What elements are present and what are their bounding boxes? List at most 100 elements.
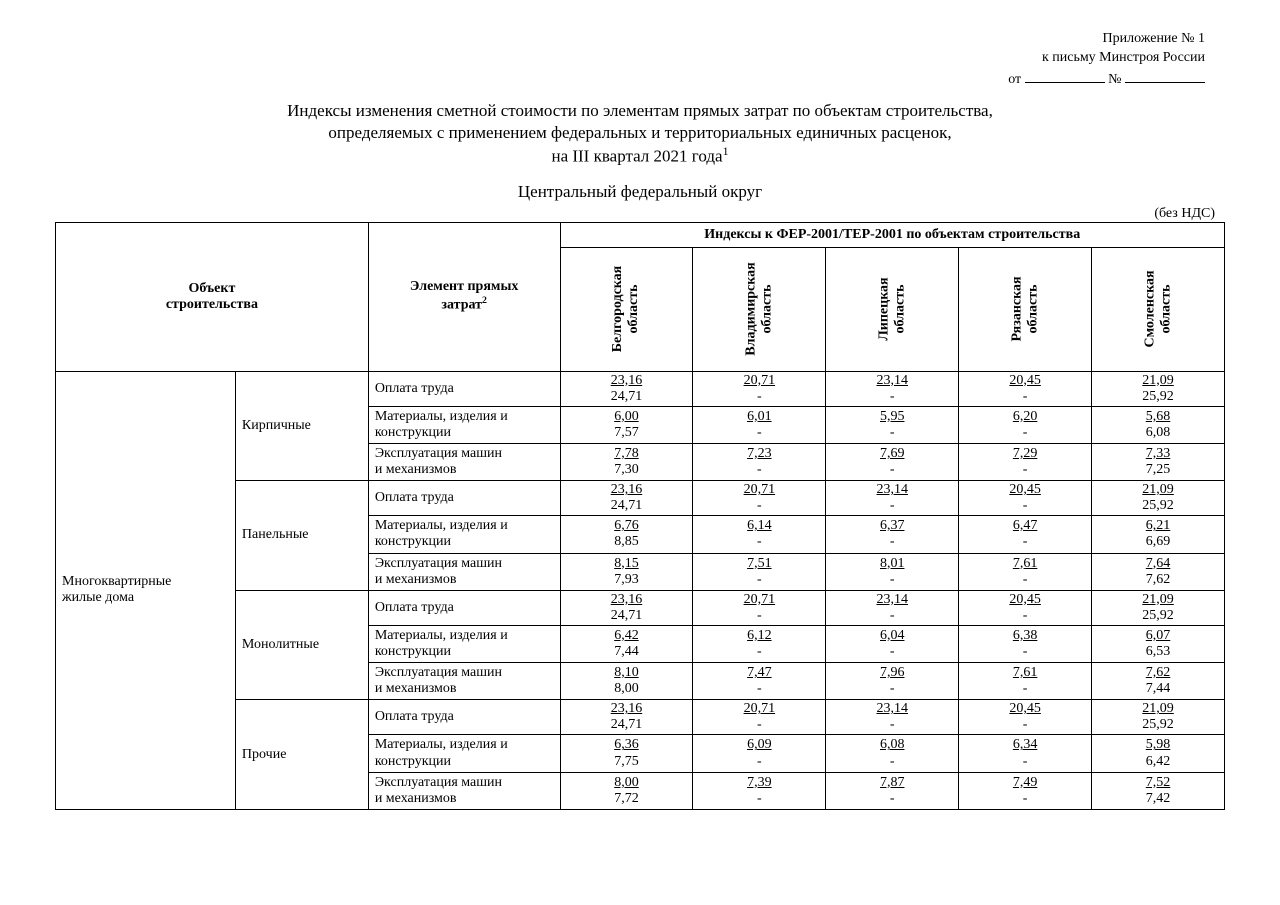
value-top: 7,61: [961, 556, 1089, 572]
value-bottom: -: [828, 608, 956, 624]
value-cell: 8,01-: [826, 553, 959, 590]
value-bottom: 24,71: [563, 389, 691, 405]
value-cell: 6,427,44: [560, 625, 693, 662]
value-bottom: -: [828, 425, 956, 441]
value-top: 8,10: [563, 665, 691, 681]
value-top: 8,00: [563, 775, 691, 791]
value-bottom: -: [828, 572, 956, 588]
col-header-region-1: Владимирскаяобласть: [693, 247, 826, 371]
value-top: 7,33: [1094, 446, 1222, 462]
value-bottom: -: [961, 572, 1089, 588]
value-bottom: -: [961, 462, 1089, 478]
value-top: 6,00: [563, 409, 691, 425]
value-bottom: -: [961, 644, 1089, 660]
value-bottom: 7,42: [1094, 791, 1222, 807]
value-bottom: 24,71: [563, 608, 691, 624]
value-top: 23,14: [828, 592, 956, 608]
value-bottom: 25,92: [1094, 389, 1222, 405]
value-cell: 21,0925,92: [1092, 700, 1225, 735]
value-cell: 20,45-: [959, 590, 1092, 625]
col-header-region-2: Липецкаяобласть: [826, 247, 959, 371]
value-top: 20,45: [961, 482, 1089, 498]
value-cell: 7,47-: [693, 663, 826, 700]
value-top: 7,87: [828, 775, 956, 791]
value-top: 21,09: [1094, 701, 1222, 717]
value-bottom: 6,53: [1094, 644, 1222, 660]
value-bottom: 7,44: [1094, 681, 1222, 697]
value-top: 7,96: [828, 665, 956, 681]
value-bottom: -: [961, 717, 1089, 733]
value-top: 7,51: [695, 556, 823, 572]
value-cell: 23,1624,71: [560, 371, 693, 406]
from-label: от: [1008, 72, 1021, 87]
col-header-region-3: Рязанскаяобласть: [959, 247, 1092, 371]
subgroup-cell: Монолитные: [235, 590, 368, 700]
value-cell: 21,0925,92: [1092, 481, 1225, 516]
value-bottom: -: [828, 498, 956, 514]
value-top: 8,01: [828, 556, 956, 572]
value-top: 6,12: [695, 628, 823, 644]
value-cell: 20,45-: [959, 700, 1092, 735]
value-bottom: -: [961, 791, 1089, 807]
title-line3: на III квартал 2021 года1: [55, 144, 1225, 168]
element-label-cell: Эксплуатация машини механизмов: [368, 663, 560, 700]
col-header-region-0: Белгородскаяобласть: [560, 247, 693, 371]
value-top: 20,71: [695, 701, 823, 717]
title-line2: определяемых с применением федеральных и…: [55, 122, 1225, 144]
value-top: 21,09: [1094, 373, 1222, 389]
value-cell: 21,0925,92: [1092, 371, 1225, 406]
value-top: 7,62: [1094, 665, 1222, 681]
element-label-cell: Оплата труда: [368, 590, 560, 625]
value-bottom: -: [695, 572, 823, 588]
value-cell: 6,34-: [959, 735, 1092, 772]
value-top: 20,71: [695, 373, 823, 389]
value-top: 6,21: [1094, 518, 1222, 534]
value-top: 6,09: [695, 737, 823, 753]
value-cell: 7,23-: [693, 443, 826, 480]
value-cell: 7,647,62: [1092, 553, 1225, 590]
value-cell: 6,09-: [693, 735, 826, 772]
table-body: Многоквартирныежилые домаКирпичныеОплата…: [56, 371, 1225, 809]
value-bottom: 7,30: [563, 462, 691, 478]
value-top: 20,45: [961, 701, 1089, 717]
value-bottom: -: [828, 681, 956, 697]
value-cell: 7,337,25: [1092, 443, 1225, 480]
value-bottom: -: [695, 534, 823, 550]
value-top: 20,45: [961, 592, 1089, 608]
value-cell: 7,87-: [826, 772, 959, 809]
value-cell: 8,108,00: [560, 663, 693, 700]
value-bottom: -: [695, 498, 823, 514]
value-cell: 6,37-: [826, 516, 959, 553]
value-top: 6,14: [695, 518, 823, 534]
value-cell: 6,38-: [959, 625, 1092, 662]
num-label: №: [1108, 72, 1121, 87]
value-bottom: 7,72: [563, 791, 691, 807]
value-top: 6,47: [961, 518, 1089, 534]
region-label: Рязанскаяобласть: [1009, 277, 1041, 342]
value-bottom: -: [961, 681, 1089, 697]
col-header-element: Элемент прямыхзатрат2: [368, 222, 560, 371]
value-bottom: -: [828, 462, 956, 478]
value-cell: 7,61-: [959, 553, 1092, 590]
value-cell: 20,45-: [959, 481, 1092, 516]
value-cell: 6,12-: [693, 625, 826, 662]
value-cell: 23,14-: [826, 481, 959, 516]
value-cell: 23,1624,71: [560, 700, 693, 735]
value-top: 7,39: [695, 775, 823, 791]
region-label: Белгородскаяобласть: [610, 266, 642, 352]
value-cell: 5,686,08: [1092, 406, 1225, 443]
value-top: 6,38: [961, 628, 1089, 644]
value-cell: 7,627,44: [1092, 663, 1225, 700]
value-bottom: -: [961, 425, 1089, 441]
value-top: 6,37: [828, 518, 956, 534]
value-bottom: 24,71: [563, 717, 691, 733]
value-cell: 20,71-: [693, 481, 826, 516]
value-cell: 7,787,30: [560, 443, 693, 480]
element-label-cell: Оплата труда: [368, 481, 560, 516]
value-bottom: -: [695, 681, 823, 697]
value-cell: 6,04-: [826, 625, 959, 662]
element-label-cell: Эксплуатация машини механизмов: [368, 772, 560, 809]
element-label-cell: Оплата труда: [368, 700, 560, 735]
value-top: 6,42: [563, 628, 691, 644]
obj-header-text: Объектстроительства: [166, 281, 258, 312]
